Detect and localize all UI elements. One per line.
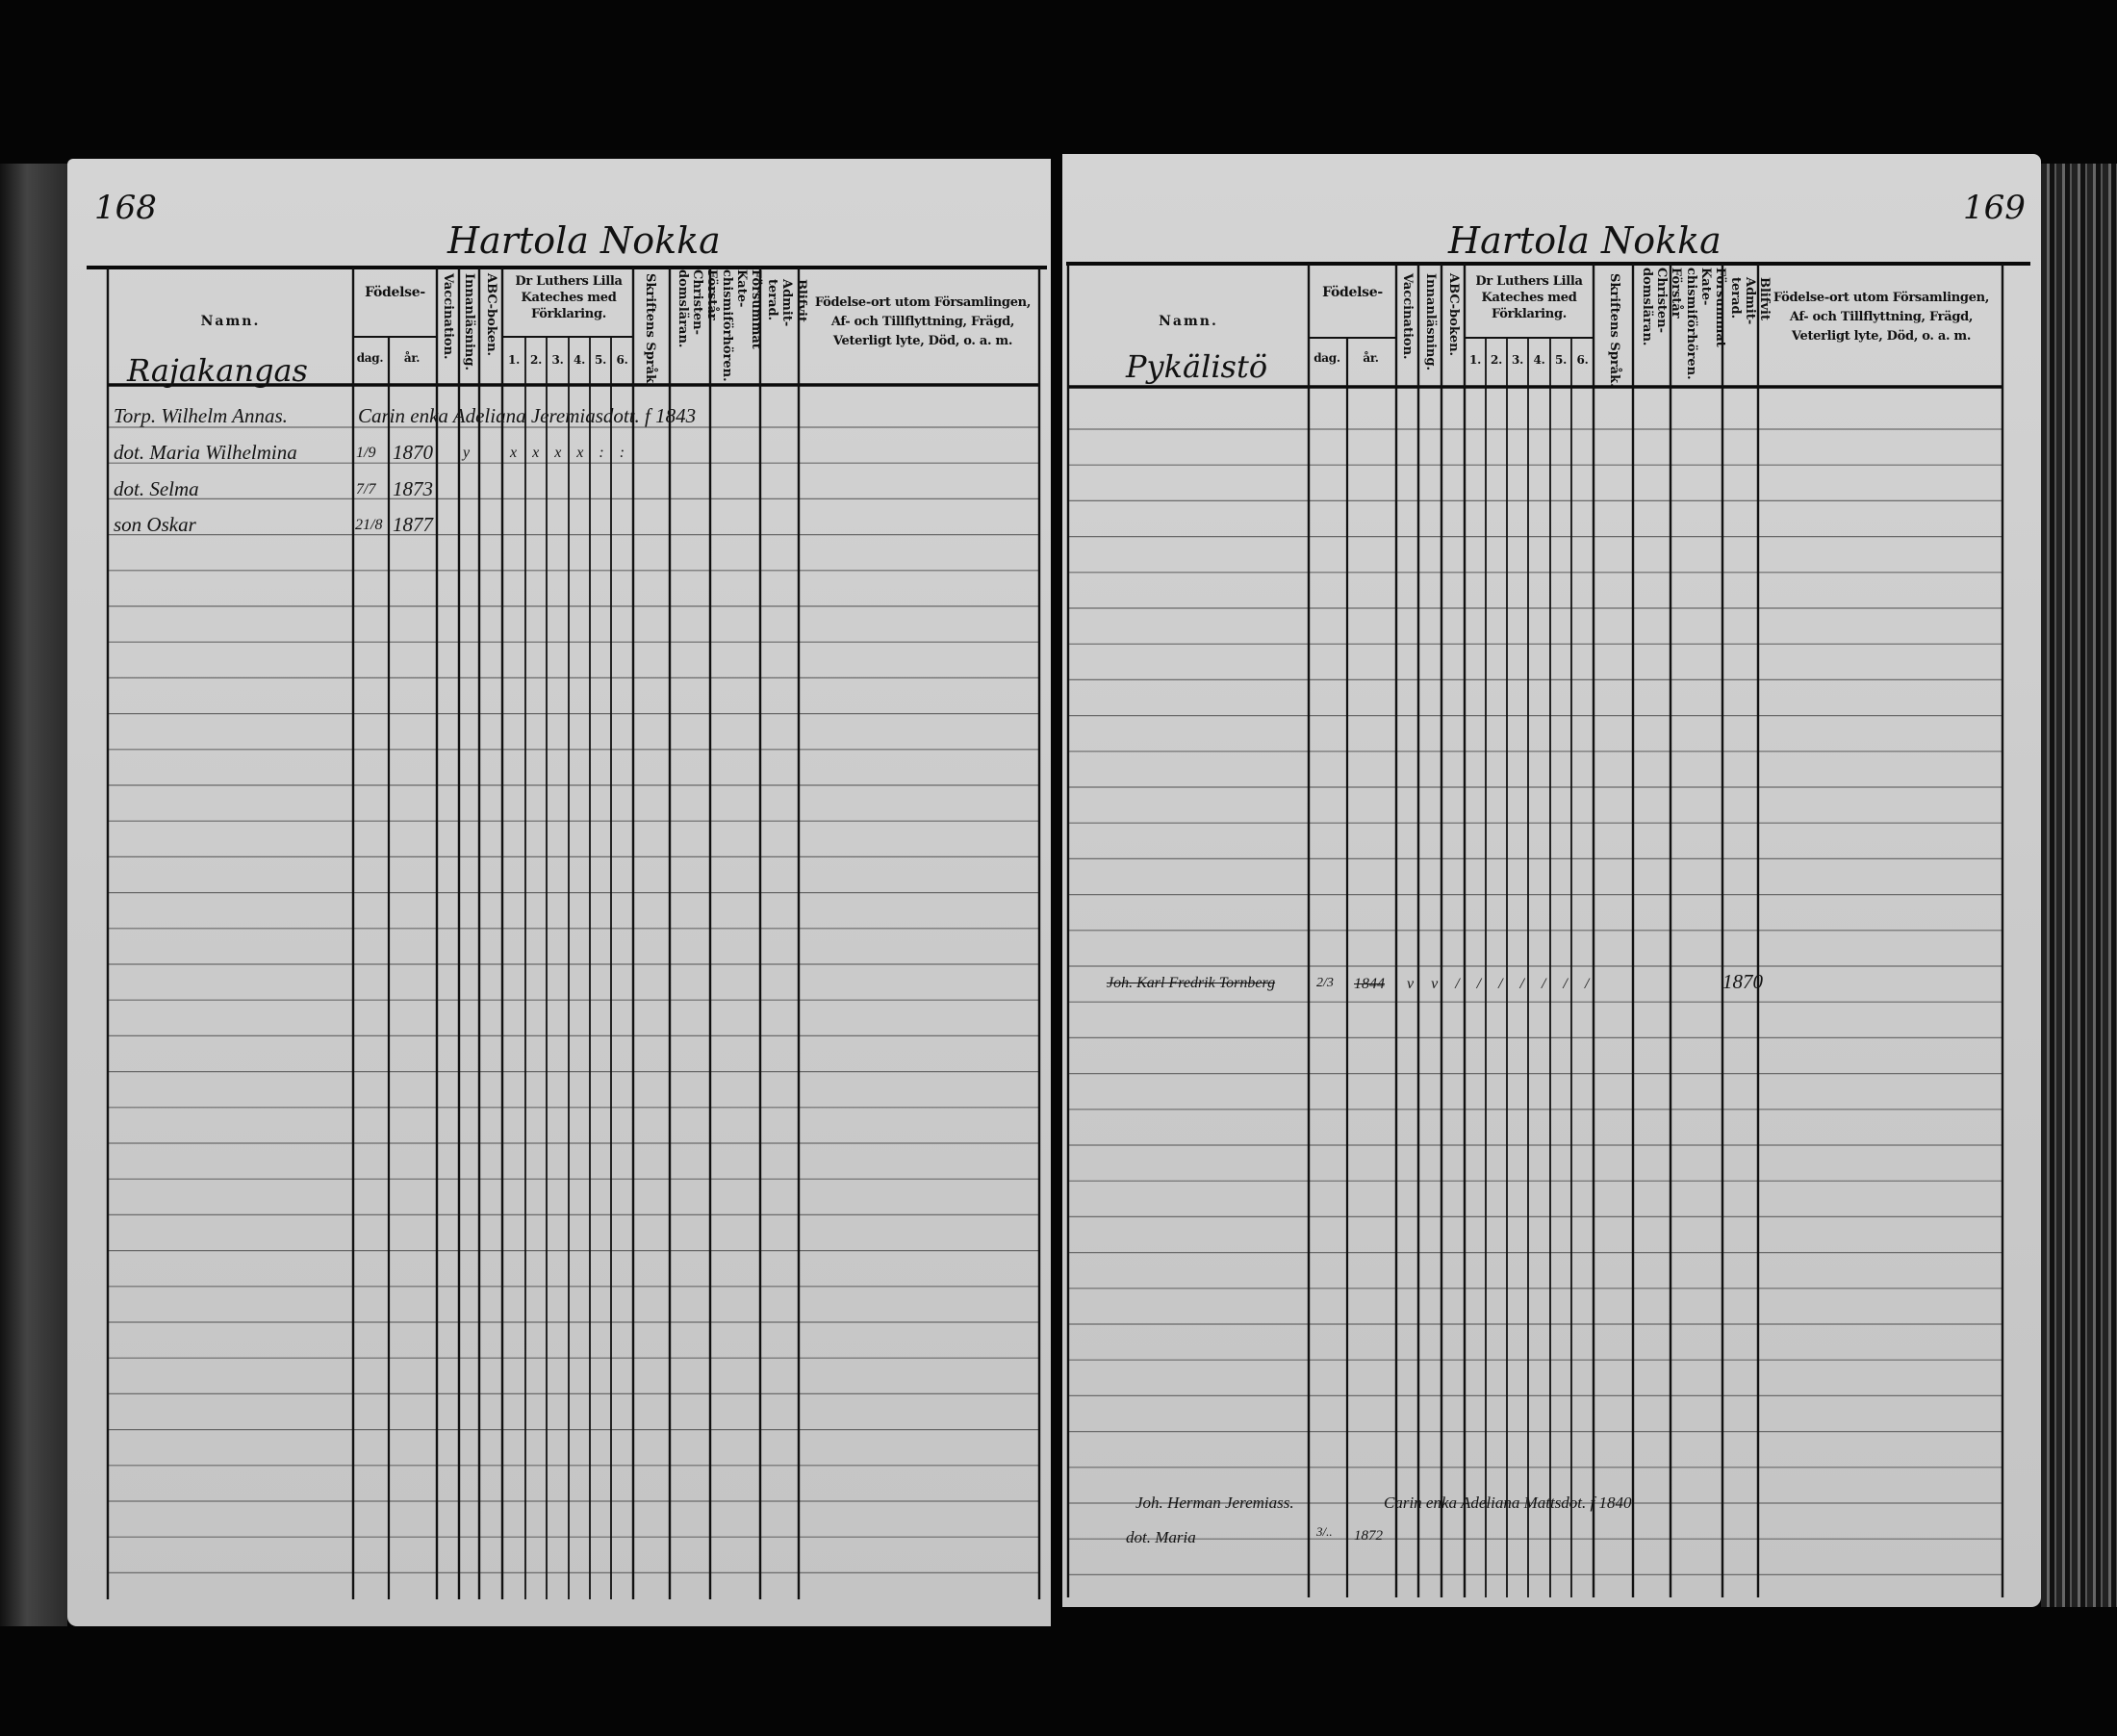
- header-catechism-part: 2.: [530, 353, 542, 367]
- entry-mark: y: [463, 445, 471, 461]
- header-dag: dag.: [1314, 351, 1340, 365]
- entry-birth-day: 1/9: [356, 445, 376, 461]
- header-ar: år.: [403, 351, 421, 365]
- header-catechism-part: 4.: [574, 353, 585, 367]
- header-catechism-part: 6.: [1576, 353, 1589, 367]
- header-forsummat: Försummat Kate-chismiförhören.: [720, 269, 763, 382]
- section-heading: Pykälistö: [1126, 348, 1268, 385]
- entry-birth-day: 21/8: [355, 517, 383, 533]
- header-catechism-part: 1.: [508, 353, 520, 367]
- entry-name: dot. Maria: [1126, 1528, 1196, 1546]
- entry-birth-year: 1844: [1354, 976, 1385, 992]
- header-fodelse: Födelse-: [1322, 285, 1383, 300]
- entry-note: Carin enka Adeliana Mattsdot. f 1840: [1384, 1493, 1632, 1512]
- entry-catechism-marks: x x x x : :: [510, 445, 631, 461]
- header-blifvit: Blifvit Admit-terad.: [1728, 277, 1772, 325]
- page-title: Hartola Nokka: [1448, 219, 1722, 262]
- page-number: 168: [94, 189, 157, 227]
- entry-name: Joh. Herman Jeremiass.: [1135, 1493, 1294, 1512]
- header-forsummat: Försummat Kate-chismiförhören.: [1684, 268, 1727, 380]
- entry-birth-day: 3/..: [1316, 1524, 1333, 1539]
- header-skriftens: Skriftens Språk.: [643, 273, 657, 388]
- header-catechism-part: 3.: [551, 353, 564, 367]
- header-abc: ABC-boken.: [484, 273, 498, 357]
- header-catechism-part: 5.: [595, 353, 606, 367]
- entry-name: dot. Selma: [114, 477, 199, 500]
- header-ar: år.: [1363, 351, 1379, 365]
- header-fodelseort: Födelse-ort utom Församlingen, Af- och T…: [1773, 291, 1990, 344]
- book-edge-right: [2041, 164, 2117, 1607]
- right-page: [1062, 154, 2041, 1607]
- header-fodelse: Födelse-: [365, 285, 425, 300]
- header-catechism-part: 3.: [1512, 353, 1523, 367]
- header-vaccination: Vaccination.: [441, 273, 455, 360]
- entry-birth-day: 7/7: [356, 481, 376, 498]
- header-catechism-part: 5.: [1555, 353, 1567, 367]
- header-dag: dag.: [356, 351, 384, 365]
- header-innanlasning: Innanläsning.: [1423, 273, 1438, 370]
- header-catechism-part: 6.: [616, 353, 628, 367]
- entry-admitted-year: 1870: [1722, 970, 1763, 993]
- header-namn: Namn.: [200, 314, 261, 329]
- header-catechism-part: 1.: [1469, 353, 1481, 367]
- header-innanlasning: Innanläsning.: [462, 273, 476, 370]
- entry-name: dot. Maria Wilhelmina: [114, 441, 297, 464]
- page-number: 169: [1963, 189, 2026, 227]
- header-abc: ABC-boken.: [1446, 273, 1461, 357]
- header-luther: Dr Luthers Lilla Kateches med Förklaring…: [515, 274, 623, 321]
- entry-name: Torp. Wilhelm Annas.: [114, 404, 288, 427]
- entry-name-struck: Joh. Karl Fredrik Tornberg: [1107, 975, 1276, 991]
- header-catechism-part: 4.: [1533, 353, 1545, 367]
- entry-note: Carin enka Adeliana Jeremiasdott. f 1843: [358, 404, 697, 427]
- header-catechism-part: 2.: [1491, 353, 1502, 367]
- entry-birth-year: 1872: [1354, 1528, 1383, 1544]
- header-forstar: Förstår Christen-domsläran.: [676, 269, 719, 348]
- entry-birth-year: 1870: [393, 441, 433, 464]
- entry-birth-day: 2/3: [1316, 976, 1334, 990]
- entry-birth-year: 1877: [393, 513, 433, 536]
- entry-birth-year: 1873: [393, 477, 433, 500]
- header-luther: Dr Luthers Lilla Kateches med Förklaring…: [1475, 274, 1583, 321]
- header-namn: Namn.: [1159, 314, 1218, 329]
- book-edge-left: [0, 164, 67, 1626]
- header-vaccination: Vaccination.: [1400, 273, 1415, 360]
- header-skriftens: Skriftens Språk.: [1607, 273, 1621, 388]
- header-blifvit: Blifvit Admit-terad.: [765, 279, 808, 327]
- section-heading: Rajakangas: [127, 352, 308, 389]
- entry-marks: v v / / / / / / /: [1407, 976, 1596, 992]
- entry-name: son Oskar: [114, 513, 196, 536]
- header-forstar: Förstår Christen-domsläran.: [1640, 268, 1683, 346]
- page-title: Hartola Nokka: [447, 219, 721, 262]
- header-fodelseort: Födelse-ort utom Församlingen, Af- och T…: [814, 295, 1032, 348]
